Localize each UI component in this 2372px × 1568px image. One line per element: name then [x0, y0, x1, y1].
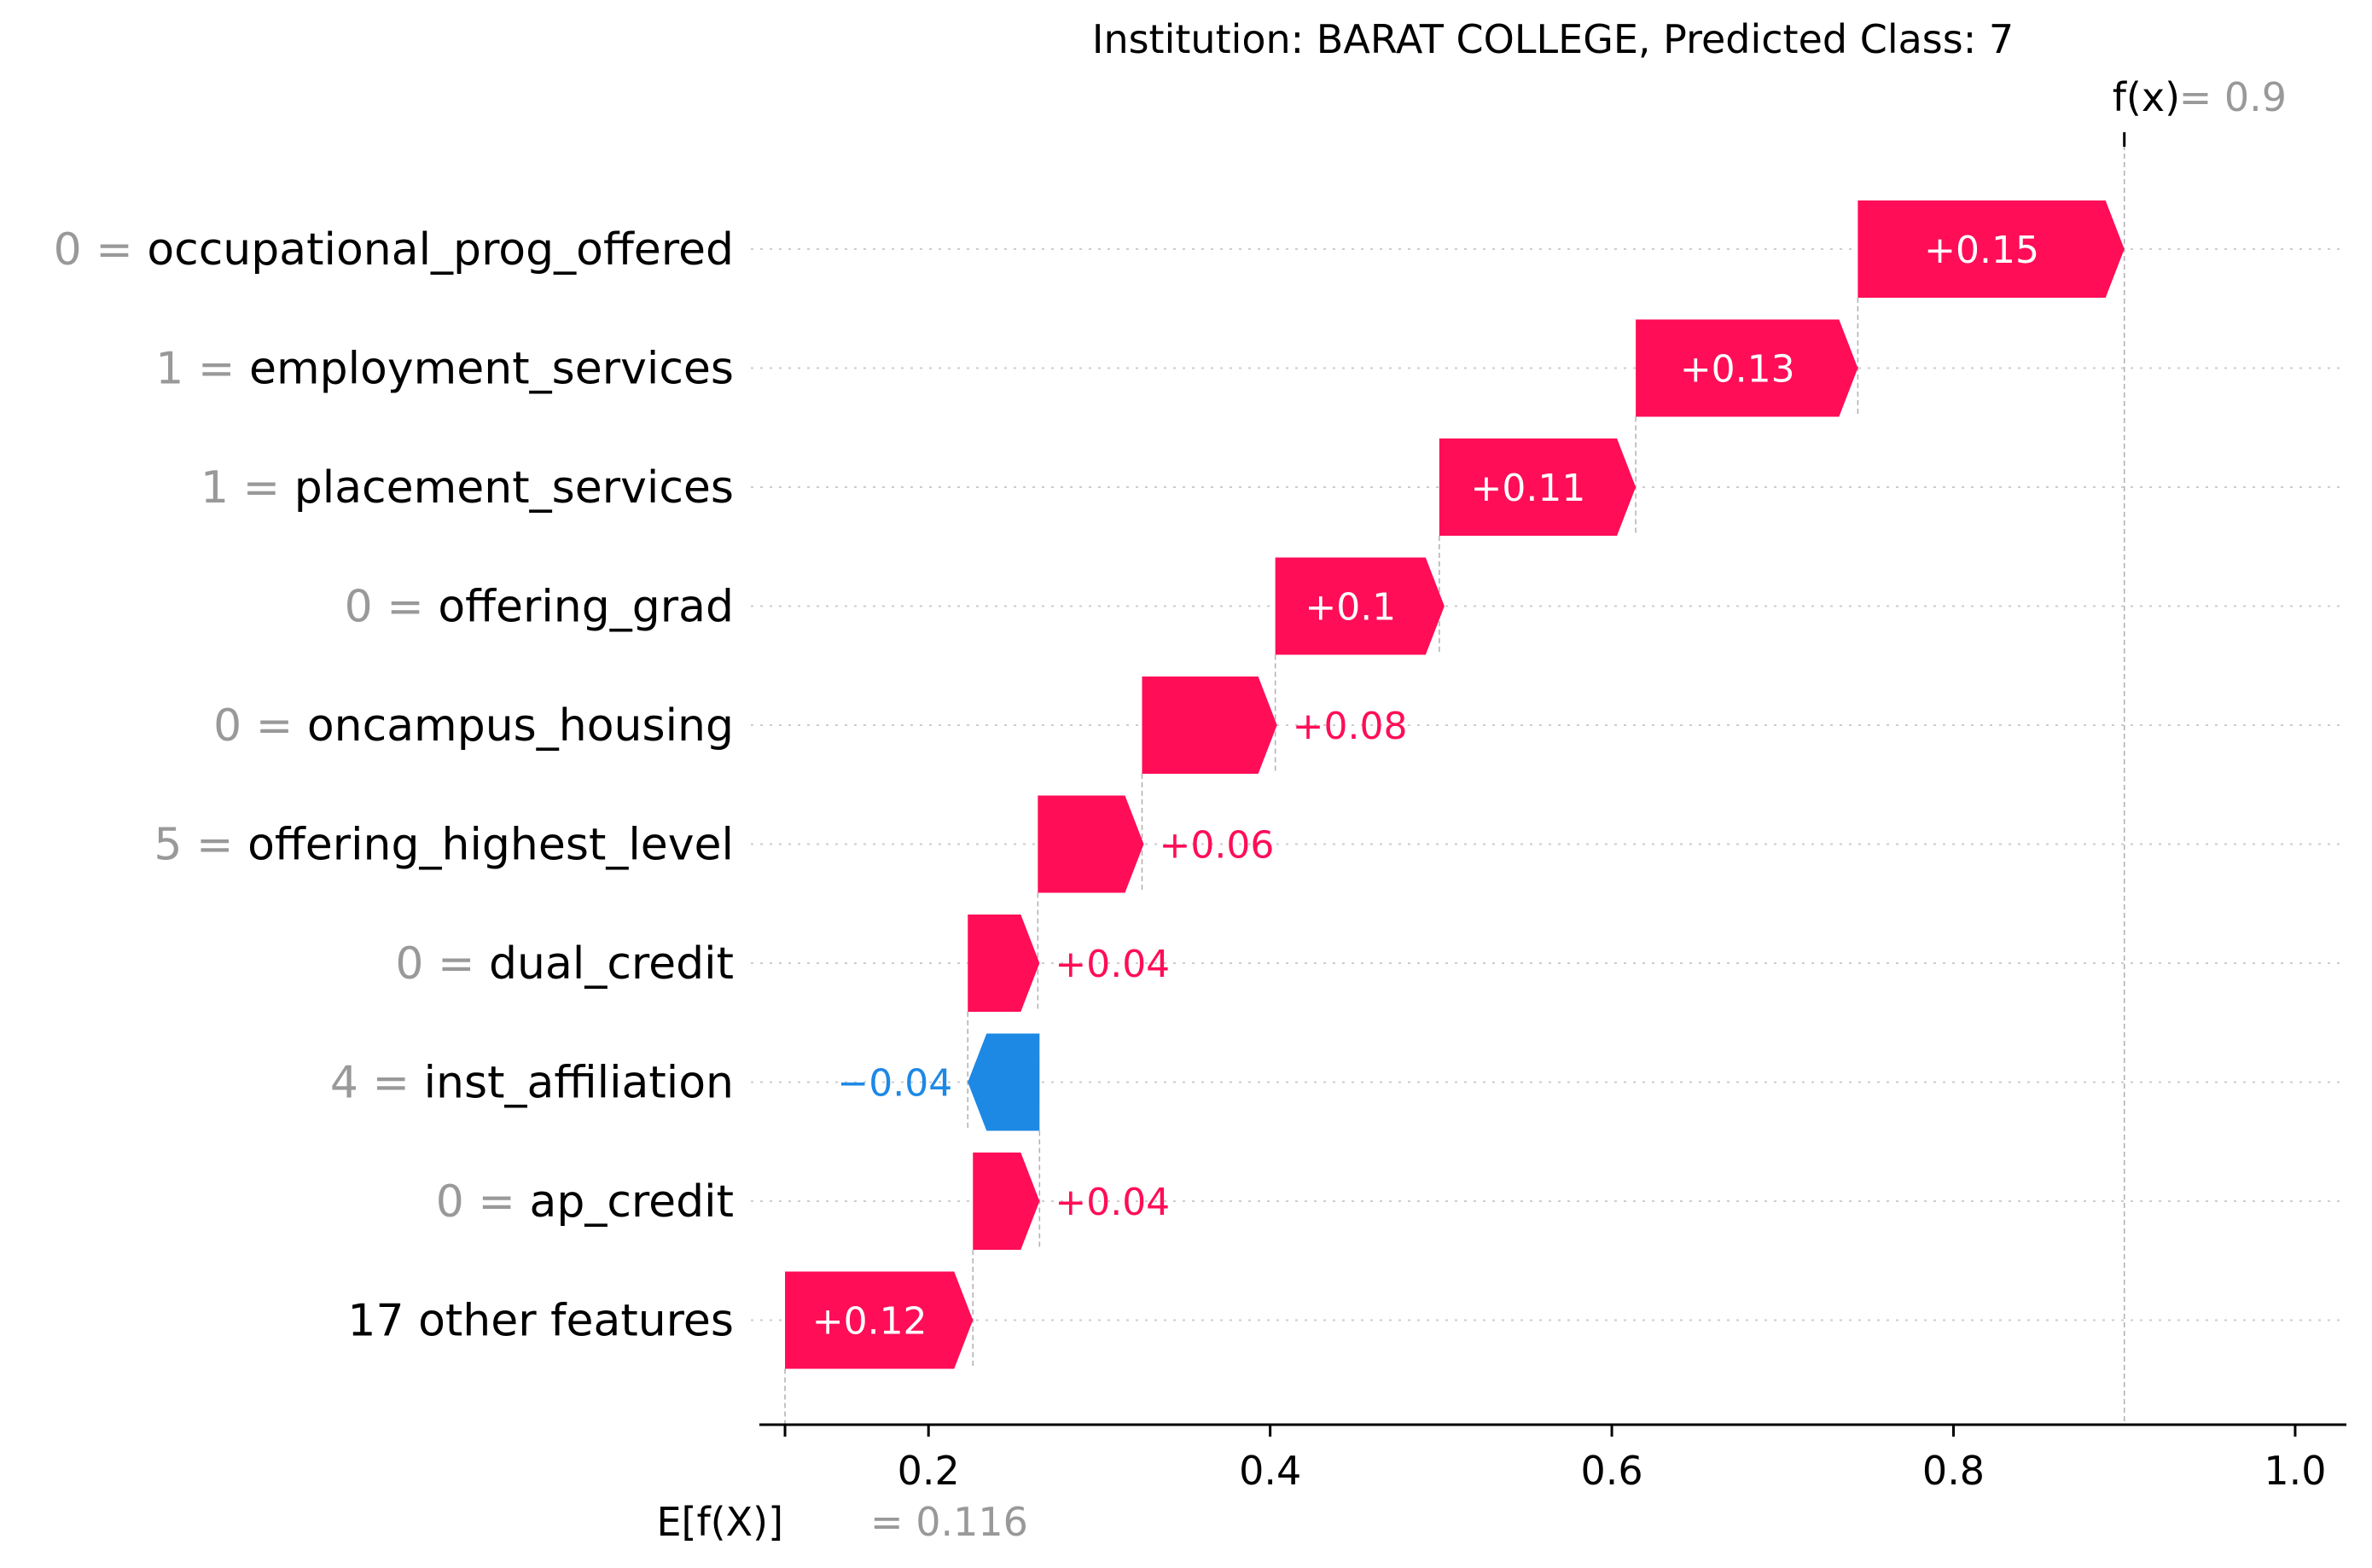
tick-label: 0.4 [1239, 1448, 1301, 1494]
feature-name: placement_services [294, 462, 734, 514]
feature-label: 5 = offering_highest_level [154, 820, 734, 871]
feature-labels: 0 = occupational_prog_offered 1 = employm… [54, 224, 734, 1347]
feature-value: 0 = [436, 1176, 530, 1228]
bars [785, 200, 2125, 1369]
feature-label: 0 = ap_credit [436, 1176, 734, 1228]
tick-label: 0.8 [1922, 1448, 1985, 1494]
bar [968, 1033, 1040, 1131]
bar [968, 915, 1040, 1012]
feature-label: 0 = oncampus_housing [213, 700, 734, 752]
feature-name: oncampus_housing [307, 700, 734, 752]
feature-name: ap_credit [529, 1176, 734, 1228]
feature-label: 17 other features [347, 1296, 734, 1347]
bar [1038, 795, 1144, 893]
feature-label: 1 = placement_services [201, 462, 734, 514]
feature-label: 1 = employment_services [155, 344, 734, 395]
fx-value: = 0.9 [2179, 74, 2287, 120]
value-label: +0.13 [1680, 348, 1795, 392]
value-label: −0.04 [837, 1062, 952, 1106]
base-value-annotation: E[f(X)] = 0.116 [656, 1499, 1027, 1545]
feature-name: offering_highest_level [247, 820, 734, 871]
bar [973, 1153, 1040, 1250]
value-label: +0.08 [1293, 705, 1408, 748]
tick-label: 0.6 [1580, 1448, 1642, 1494]
bar [1275, 557, 1445, 655]
feature-label: 0 = offering_grad [345, 582, 734, 633]
fx-annotation: f(x)= 0.9 [2113, 74, 2287, 147]
feature-value: 0 = [345, 582, 439, 633]
feature-value: 0 = [213, 700, 307, 752]
feature-label: 0 = occupational_prog_offered [54, 224, 734, 276]
bar [785, 1271, 974, 1369]
value-label: +0.1 [1305, 586, 1396, 630]
bar [1142, 677, 1277, 774]
base-value: = 0.116 [870, 1499, 1028, 1545]
value-label: +0.11 [1471, 467, 1586, 510]
feature-label: 0 = dual_credit [395, 938, 734, 990]
value-label: +0.12 [812, 1300, 927, 1344]
x-axis: 0.2 0.4 0.6 0.8 1.0 [759, 1423, 2346, 1494]
feature-name: inst_affiliation [424, 1058, 734, 1109]
feature-value: 0 = [54, 224, 148, 276]
feature-name: offering_grad [438, 582, 734, 633]
feature-value: 1 = [155, 344, 249, 395]
value-label: +0.04 [1055, 943, 1170, 986]
x-axis-ticks: 0.2 0.4 0.6 0.8 1.0 [783, 1425, 2327, 1494]
value-label: +0.04 [1055, 1181, 1170, 1224]
value-label: +0.15 [1924, 229, 2039, 272]
tick-label: 0.2 [898, 1448, 960, 1494]
bar [1439, 438, 1637, 536]
feature-value: 0 = [395, 938, 489, 990]
feature-value: 1 = [201, 462, 294, 514]
feature-name: dual_credit [489, 938, 734, 990]
feature-name: occupational_prog_offered [147, 224, 734, 276]
bar [1857, 200, 2125, 298]
tick-label: 1.0 [2264, 1448, 2326, 1494]
bar [1636, 319, 1858, 417]
value-labels: +0.15 +0.13 +0.11 +0.1 +0.08 +0.06 +0.04 −0.04 +… [812, 229, 2039, 1344]
chart-title: Institution: BARAT COLLEGE, Predicted Cl… [1092, 16, 2014, 62]
base-label: E[f(X)] [656, 1499, 783, 1545]
value-label: +0.06 [1159, 824, 1274, 868]
feature-name: 17 other features [347, 1296, 734, 1347]
feature-label: 4 = inst_affiliation [330, 1058, 734, 1109]
fx-label: f(x) [2113, 74, 2180, 120]
feature-name: employment_services [249, 344, 734, 395]
feature-value: 5 = [154, 820, 247, 871]
connector-lines [784, 136, 2125, 1435]
feature-value: 4 = [330, 1058, 424, 1109]
